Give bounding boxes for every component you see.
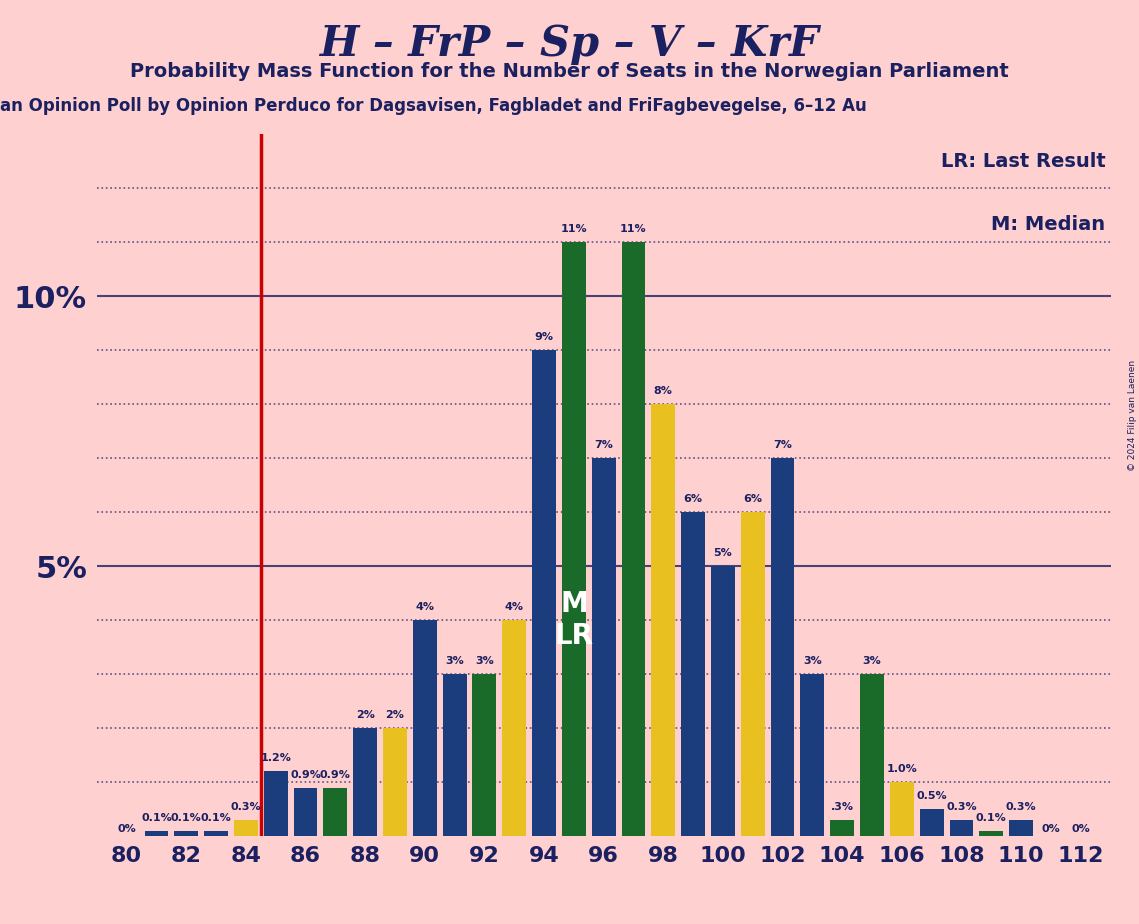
Bar bbox=[562, 242, 585, 836]
Text: 3%: 3% bbox=[445, 656, 464, 666]
Text: an Opinion Poll by Opinion Perduco for Dagsavisen, Fagbladet and FriFagbevegelse: an Opinion Poll by Opinion Perduco for D… bbox=[0, 97, 867, 115]
Text: 0%: 0% bbox=[1072, 823, 1090, 833]
Text: 1.0%: 1.0% bbox=[886, 764, 917, 774]
Text: 3%: 3% bbox=[803, 656, 821, 666]
Text: M: Median: M: Median bbox=[991, 214, 1106, 234]
Bar bbox=[353, 728, 377, 836]
Bar bbox=[264, 772, 288, 836]
Bar bbox=[294, 787, 318, 836]
Text: 11%: 11% bbox=[560, 224, 588, 234]
Bar bbox=[681, 512, 705, 836]
Bar bbox=[830, 820, 854, 836]
Bar bbox=[801, 675, 825, 836]
Text: 3%: 3% bbox=[475, 656, 494, 666]
Text: 0.3%: 0.3% bbox=[230, 802, 261, 812]
Text: 0.1%: 0.1% bbox=[141, 813, 172, 822]
Text: Probability Mass Function for the Number of Seats in the Norwegian Parliament: Probability Mass Function for the Number… bbox=[130, 62, 1009, 81]
Text: 5%: 5% bbox=[713, 548, 732, 558]
Text: 0.9%: 0.9% bbox=[290, 770, 321, 780]
Text: 7%: 7% bbox=[773, 440, 792, 450]
Text: 0.9%: 0.9% bbox=[320, 770, 351, 780]
Bar bbox=[204, 831, 228, 836]
Text: 2%: 2% bbox=[385, 710, 404, 720]
Text: .3%: .3% bbox=[830, 802, 854, 812]
Bar bbox=[919, 809, 943, 836]
Text: 7%: 7% bbox=[595, 440, 613, 450]
Bar bbox=[1009, 820, 1033, 836]
Bar bbox=[771, 458, 795, 836]
Text: 8%: 8% bbox=[654, 386, 673, 396]
Bar bbox=[502, 620, 526, 836]
Bar bbox=[145, 831, 169, 836]
Text: 0.1%: 0.1% bbox=[200, 813, 231, 822]
Text: 3%: 3% bbox=[862, 656, 882, 666]
Bar bbox=[443, 675, 467, 836]
Bar bbox=[383, 728, 407, 836]
Text: 0%: 0% bbox=[1041, 823, 1060, 833]
Text: © 2024 Filip van Laenen: © 2024 Filip van Laenen bbox=[1128, 360, 1137, 471]
Text: 1.2%: 1.2% bbox=[261, 753, 292, 763]
Bar bbox=[950, 820, 974, 836]
Text: 6%: 6% bbox=[744, 494, 762, 504]
Bar bbox=[174, 831, 198, 836]
Text: 0.1%: 0.1% bbox=[976, 813, 1007, 822]
Bar bbox=[412, 620, 436, 836]
Text: 9%: 9% bbox=[534, 332, 554, 342]
Bar bbox=[473, 675, 497, 836]
Text: 4%: 4% bbox=[416, 602, 434, 612]
Text: LR: Last Result: LR: Last Result bbox=[941, 152, 1106, 171]
Text: 0.3%: 0.3% bbox=[947, 802, 977, 812]
Text: H – FrP – Sp – V – KrF: H – FrP – Sp – V – KrF bbox=[320, 23, 819, 65]
Text: 11%: 11% bbox=[620, 224, 647, 234]
Bar bbox=[890, 783, 913, 836]
Bar bbox=[980, 831, 1003, 836]
Bar bbox=[532, 350, 556, 836]
Text: 0.1%: 0.1% bbox=[171, 813, 202, 822]
Text: 6%: 6% bbox=[683, 494, 703, 504]
Bar bbox=[592, 458, 615, 836]
Bar bbox=[652, 404, 675, 836]
Text: 0%: 0% bbox=[117, 823, 136, 833]
Bar bbox=[622, 242, 646, 836]
Bar bbox=[740, 512, 764, 836]
Text: M
LR: M LR bbox=[555, 590, 593, 650]
Bar bbox=[323, 787, 347, 836]
Text: 0.3%: 0.3% bbox=[1006, 802, 1036, 812]
Text: 2%: 2% bbox=[355, 710, 375, 720]
Bar bbox=[860, 675, 884, 836]
Bar bbox=[711, 566, 735, 836]
Bar bbox=[233, 820, 257, 836]
Text: 4%: 4% bbox=[505, 602, 524, 612]
Text: 0.5%: 0.5% bbox=[916, 791, 947, 801]
